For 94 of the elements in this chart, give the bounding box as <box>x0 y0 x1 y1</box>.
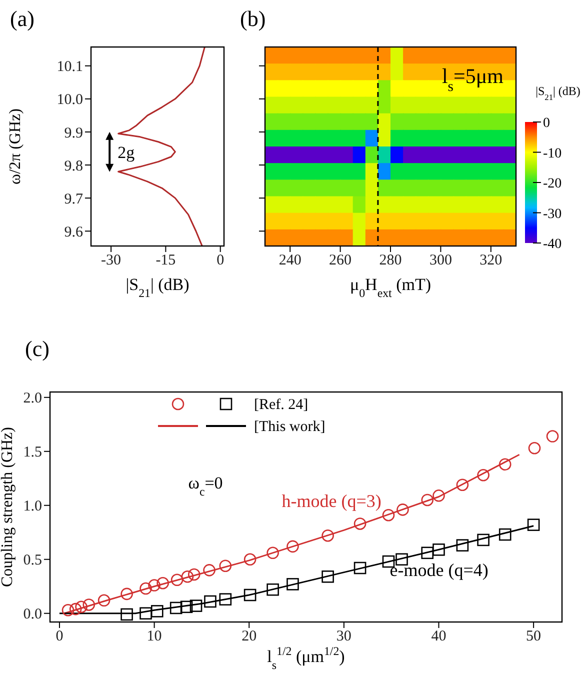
annotation: l$_{s}$=5μm <box>442 64 504 95</box>
point <box>62 604 74 616</box>
chart-title: (b) <box>240 6 266 31</box>
point <box>75 600 88 614</box>
x-tick-label: 0 <box>56 628 64 645</box>
line-series <box>118 47 206 246</box>
point <box>382 508 395 522</box>
annotation: h-mode (q=3) <box>282 491 382 511</box>
point <box>354 518 366 530</box>
x-axis-title: |S$_{21}$| (dB) <box>126 275 190 300</box>
y-axis-title: ω/2π (GHz) <box>7 108 24 184</box>
x-tick-label: 50 <box>526 628 542 645</box>
point <box>498 458 512 470</box>
point <box>219 593 232 606</box>
point <box>82 598 96 611</box>
legend-label: [This work] <box>254 419 326 435</box>
point <box>421 546 434 560</box>
y-tick-label: 2.0 <box>23 390 42 407</box>
color-bar-label: -40 <box>543 237 562 252</box>
point <box>432 490 445 502</box>
point <box>477 468 490 482</box>
point <box>527 518 540 531</box>
point <box>456 478 469 492</box>
point <box>98 594 110 607</box>
x-tick-label: 320 <box>480 252 502 269</box>
y-tick-label: 1.0 <box>23 498 42 515</box>
x-tick-label: 300 <box>429 252 452 269</box>
x-tick-label: 0 <box>216 252 224 269</box>
point <box>190 600 202 612</box>
x-tick-label: 20 <box>242 628 257 645</box>
point <box>156 576 169 590</box>
x-axis-title: l$_{s}$$^{1/2}$ (μm$^{1/2}$) <box>267 644 345 672</box>
point <box>170 574 184 586</box>
point <box>203 564 216 576</box>
point <box>180 600 193 614</box>
point <box>244 588 256 602</box>
x-tick-label: 40 <box>431 628 446 645</box>
y-tick-label: 10.1 <box>56 59 83 76</box>
color-bar-label: 0 <box>543 116 550 131</box>
y-tick-label: 9.6 <box>64 224 84 240</box>
x-axis-title: μ$_{0}$H$_{ext}$ (mT) <box>350 275 432 300</box>
x-tick-label: 280 <box>379 252 402 269</box>
x-tick-label: 30 <box>336 628 352 645</box>
point <box>477 534 490 546</box>
y-tick-label: 9.7 <box>64 191 84 208</box>
point <box>354 562 366 574</box>
x-tick-label: -15 <box>156 252 176 269</box>
point <box>204 595 216 608</box>
point <box>546 430 559 442</box>
point <box>244 553 256 566</box>
chart-title: (a) <box>10 6 34 31</box>
color-bar-label: -10 <box>543 146 562 162</box>
point <box>266 583 279 596</box>
y-tick-label: 1.5 <box>23 444 42 461</box>
point <box>432 544 445 556</box>
x-tick-label: 10 <box>146 628 162 645</box>
point <box>396 504 409 516</box>
point <box>148 579 160 592</box>
x-tick-label: 240 <box>278 252 302 269</box>
point <box>456 539 469 552</box>
point <box>528 442 541 454</box>
point <box>69 602 82 616</box>
y-tick-label: 0.0 <box>23 606 42 623</box>
point <box>140 582 152 595</box>
y-tick-label: 9.8 <box>64 158 83 174</box>
point <box>120 588 133 600</box>
x-tick-label: 260 <box>329 252 352 269</box>
legend-label: [Ref. 24] <box>254 397 308 413</box>
color-bar-title: |S$_{21}$| (dB) <box>536 84 580 102</box>
point <box>322 570 334 583</box>
point <box>120 608 133 621</box>
x-tick-label: -30 <box>101 252 122 269</box>
point <box>188 568 200 581</box>
color-bar-label: -30 <box>543 206 562 222</box>
point <box>219 560 232 572</box>
point <box>266 546 279 560</box>
point <box>286 578 299 590</box>
point <box>421 494 434 506</box>
y-tick-label: 9.9 <box>64 125 83 142</box>
y-axis-title: Coupling strength (GHz) <box>0 427 16 587</box>
point <box>498 528 512 541</box>
point <box>170 602 182 614</box>
point <box>286 540 299 553</box>
point <box>181 570 194 583</box>
point <box>322 529 334 542</box>
y-tick-label: 10.0 <box>56 92 83 108</box>
y-tick-label: 0.5 <box>23 552 42 569</box>
annotation: ω$_{c}$=0 <box>188 474 223 499</box>
point <box>140 607 152 620</box>
color-bar-label: -20 <box>543 176 562 192</box>
annotation: 2g <box>118 142 136 162</box>
chart-title: (c) <box>25 336 50 361</box>
annotation: e-mode (q=4) <box>390 560 488 580</box>
point <box>150 605 164 618</box>
